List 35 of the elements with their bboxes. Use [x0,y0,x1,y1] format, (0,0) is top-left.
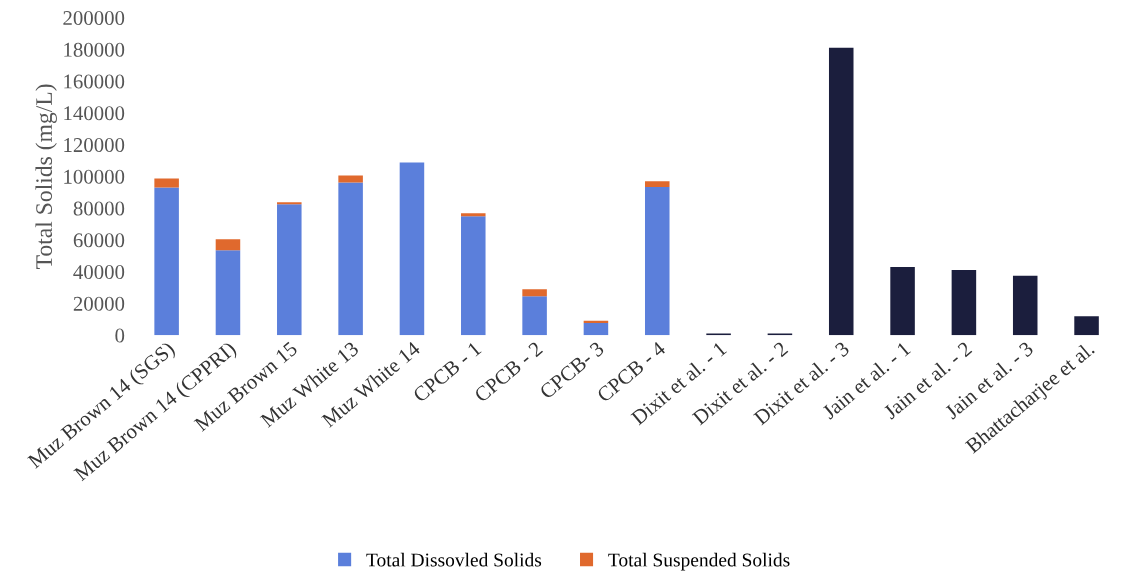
y-tick-label: 20000 [73,296,125,311]
bar [828,47,854,336]
y-tick-label: 120000 [64,138,125,153]
legend-label: Total Dissovled Solids [366,552,542,567]
y-tick-label: 60000 [73,233,125,248]
bar [338,182,363,336]
bar [461,213,486,217]
y-tick-label: 200000 [63,11,125,26]
legend-label: Total Suspended Solids [608,552,790,571]
y-tick-label: 140000 [64,106,125,121]
bar [338,175,363,183]
bar [1074,316,1099,336]
y-tick-label: 80000 [73,201,125,216]
y-tick-label: 0 [115,328,125,343]
bar [951,269,977,336]
y-axis-title: Total Solids (mg/L) [35,84,57,269]
bar [890,266,915,336]
y-tick-label: 40000 [73,265,125,280]
y-tick-label: 180000 [64,42,125,57]
bar [399,162,425,336]
bar [215,250,241,336]
bar [277,204,302,336]
bar [522,296,547,336]
bar [644,186,670,336]
y-tick-label: 100000 [64,169,125,184]
bar [215,239,241,251]
bar [644,181,670,187]
bar [277,202,302,205]
bar [461,216,486,336]
bar [583,322,609,336]
bar [522,289,547,297]
y-tick-label: 160000 [64,74,125,89]
bar [154,178,179,188]
bar [1012,275,1038,336]
bar [154,187,179,336]
